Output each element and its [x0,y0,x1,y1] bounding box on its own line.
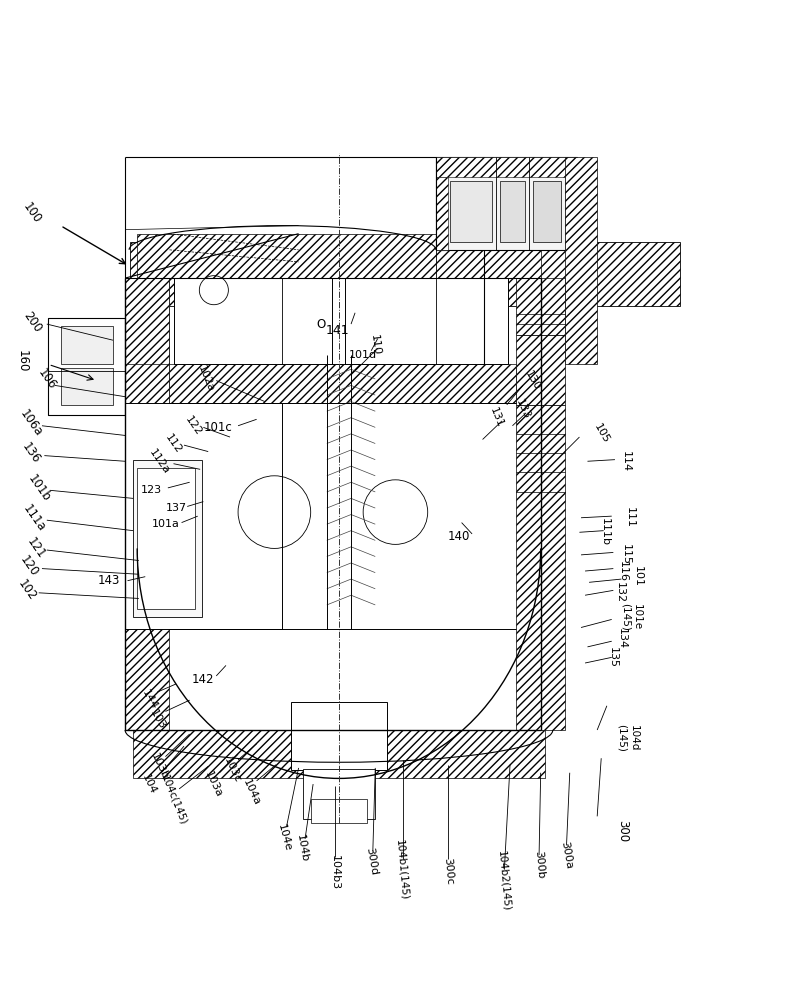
Bar [436,157,577,250]
Polygon shape [565,177,577,250]
Polygon shape [516,278,565,730]
Polygon shape [169,364,516,403]
Text: 105: 105 [592,422,611,445]
Polygon shape [436,157,577,177]
Text: 137: 137 [165,503,186,513]
Text: 106a: 106a [17,407,44,439]
Text: 101b: 101b [25,472,52,504]
Text: 140: 140 [447,530,470,543]
Bar [125,403,282,629]
Text: 104d
(145): 104d (145) [617,724,638,752]
Text: 104e: 104e [276,823,292,852]
Bar [311,799,367,823]
Bar [533,181,561,242]
Text: 136: 136 [19,440,43,466]
Text: 143: 143 [98,574,120,587]
Text: 104b1(145): 104b1(145) [395,839,409,900]
Bar [61,368,113,405]
Text: 300: 300 [617,820,629,842]
Text: 111a: 111a [20,502,48,534]
Text: 112a: 112a [148,447,172,476]
Text: 300b: 300b [533,850,546,879]
Text: 160: 160 [16,350,29,372]
Text: 122: 122 [183,414,204,437]
Text: 104c(145): 104c(145) [159,774,188,827]
Text: 300d: 300d [364,847,378,876]
Text: 101a: 101a [152,519,179,529]
Text: 103c: 103c [222,756,243,785]
Text: 130: 130 [523,369,542,392]
Text: 101: 101 [633,566,642,587]
Text: 112: 112 [163,432,184,455]
Polygon shape [125,278,169,730]
Text: 116: 116 [618,561,628,582]
Text: 110: 110 [369,334,382,356]
Text: 102a: 102a [196,364,215,394]
Polygon shape [130,242,680,306]
Text: 115: 115 [621,544,630,565]
Text: O: O [316,318,326,331]
Text: 132: 132 [615,582,625,603]
Text: 104: 104 [140,772,158,796]
Text: 141: 141 [325,324,349,337]
Text: 101e
(145): 101e (145) [621,603,642,631]
Bar [48,318,125,415]
Text: 104a: 104a [241,777,262,807]
Text: 111b: 111b [600,518,610,546]
Bar [174,278,508,364]
Text: 101d: 101d [349,350,377,360]
Polygon shape [565,157,597,364]
Text: 144: 144 [140,688,159,712]
Text: 104b: 104b [295,834,310,863]
Text: 103b: 103b [149,752,170,781]
Bar [500,181,525,242]
Text: 142: 142 [192,673,215,686]
Text: 300a: 300a [559,840,574,870]
Text: 101c: 101c [203,421,232,434]
Text: 103a: 103a [203,769,224,799]
Text: 135: 135 [608,647,618,668]
Bar [137,468,195,609]
Polygon shape [133,730,545,778]
Text: 120: 120 [17,553,41,579]
Bar [133,460,202,617]
Text: 104b2(145): 104b2(145) [497,850,512,912]
Text: 133: 133 [514,398,532,421]
Text: 106: 106 [35,366,59,392]
Text: 102: 102 [15,577,40,603]
Bar [450,181,492,242]
Text: 300c: 300c [441,857,454,885]
Text: 104b3: 104b3 [330,855,340,890]
Text: 134: 134 [617,628,626,649]
Bar [61,326,113,364]
Text: 123: 123 [141,485,162,495]
Text: 200: 200 [20,310,44,335]
Polygon shape [137,234,541,278]
Bar [291,702,387,770]
Text: 111: 111 [625,507,634,528]
Text: 131: 131 [487,406,505,429]
Bar [303,769,375,819]
Text: 114: 114 [621,451,630,472]
Text: 100: 100 [20,201,44,226]
Polygon shape [125,278,169,364]
Text: 103: 103 [148,708,167,731]
Polygon shape [436,177,448,250]
Text: 121: 121 [24,535,48,561]
